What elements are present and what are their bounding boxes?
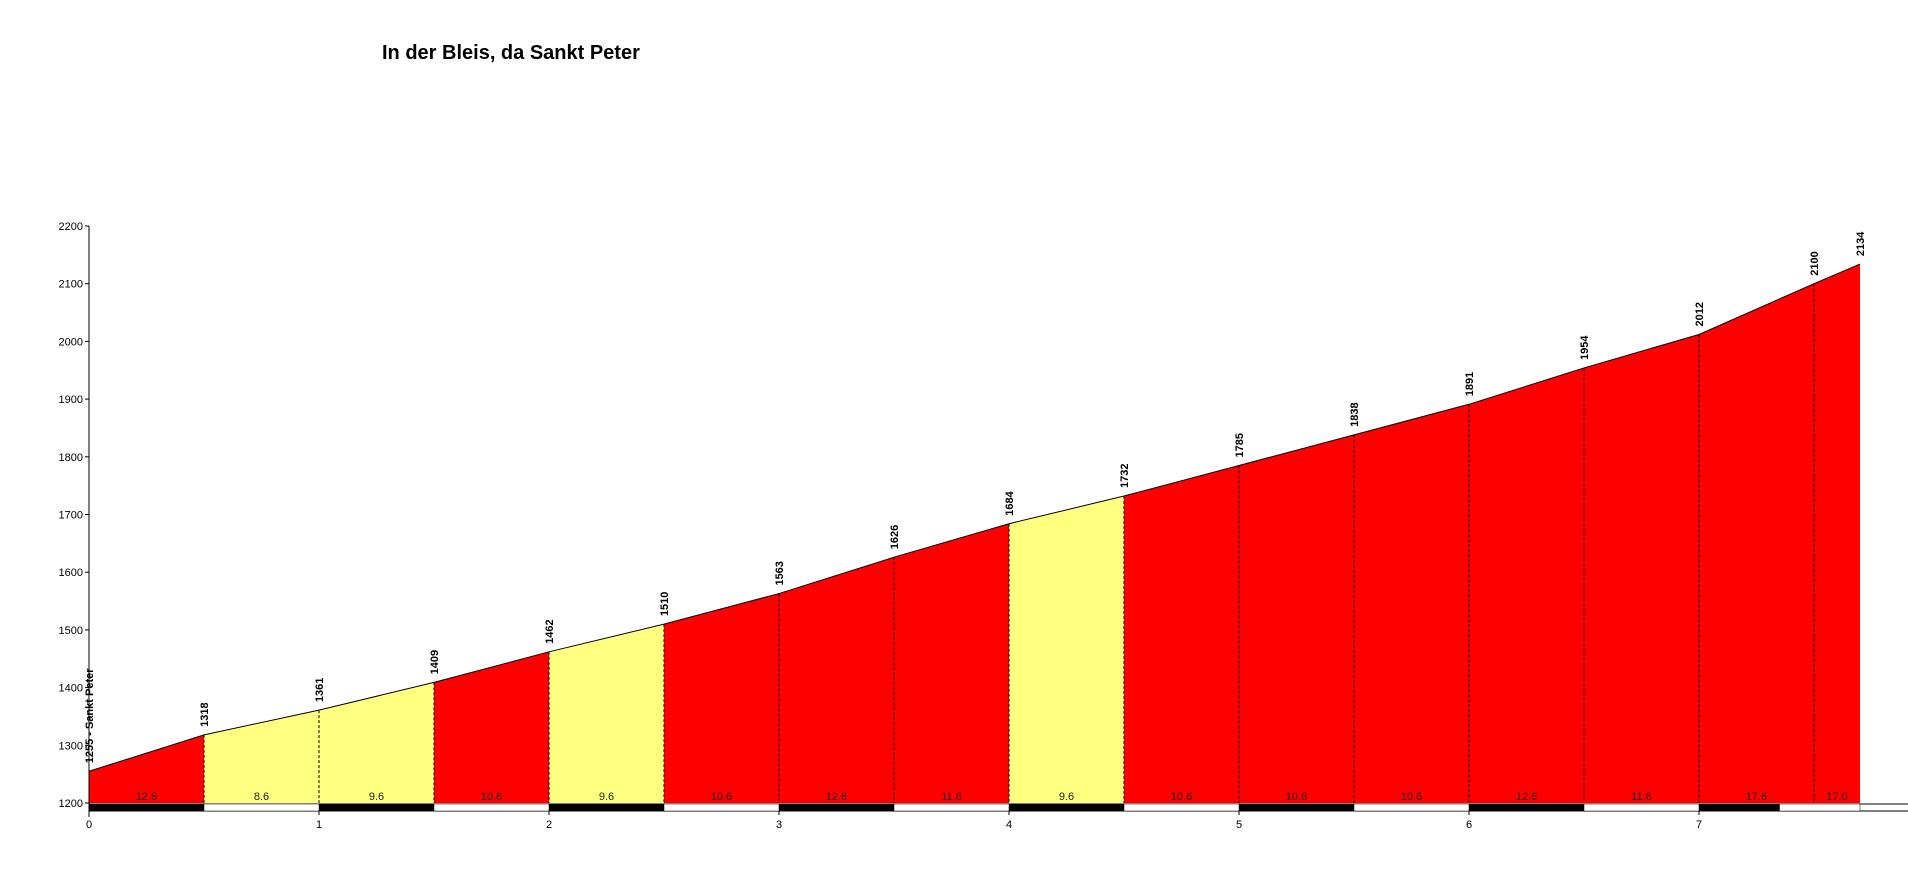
- segment-fill-6: [779, 557, 894, 803]
- elevation-label-1: 1318: [199, 702, 211, 726]
- y-tick-label-1400: 1400: [59, 683, 83, 695]
- km-bar-dark-1: [319, 804, 434, 811]
- grade-label-13: 11.6: [1631, 791, 1652, 803]
- segment-fill-5: [664, 593, 779, 803]
- grade-label-15: 17.0: [1826, 791, 1847, 803]
- elevation-labels: 1255 - Sankt Peter 1318 1361 1409 1462 1510 15…: [84, 231, 1867, 764]
- x-tick-label-4: 4: [1006, 819, 1012, 831]
- km-bar-dark-3: [779, 804, 894, 811]
- segment-fill-12: [1469, 367, 1584, 803]
- elevation-label-12: 1891: [1464, 372, 1476, 396]
- km-bar-dark-6: [1469, 804, 1584, 811]
- grade-label-7: 11.6: [941, 791, 962, 803]
- segment-fill-0: [89, 734, 204, 803]
- segment-dividers: [203, 283, 1815, 803]
- km-bar-dark-5: [1239, 804, 1354, 811]
- x-tick-label-6: 6: [1466, 819, 1472, 831]
- elevation-label-13: 1954: [1579, 335, 1591, 360]
- elevation-label-2: 1361: [314, 678, 326, 702]
- km-bar-dark-7: [1699, 804, 1780, 811]
- elevation-label-0: 1255 - Sankt Peter: [84, 668, 96, 763]
- elevation-label-4: 1462: [544, 619, 556, 643]
- segment-fill-8: [1009, 496, 1124, 803]
- km-bar-light-2: [663, 803, 780, 812]
- x-tick-label-1: 1: [316, 819, 322, 831]
- chart-title: In der Bleis, da Sankt Peter: [382, 42, 640, 64]
- y-tick-label-1900: 1900: [59, 394, 83, 406]
- y-tick-label-2000: 2000: [59, 336, 83, 348]
- segment-fill-1: [204, 710, 319, 803]
- elevation-label-5: 1510: [659, 592, 671, 616]
- grade-label-11: 10.6: [1401, 791, 1422, 803]
- segment-fill-11: [1354, 404, 1469, 803]
- segment-fill-3: [434, 651, 549, 803]
- segment-fill-15: [1814, 264, 1860, 803]
- elevation-label-11: 1838: [1349, 402, 1361, 426]
- segment-fill-2: [319, 682, 434, 803]
- km-bar-light-7: [1779, 803, 1861, 812]
- km-bar-dark-0: [89, 804, 204, 811]
- grade-label-2: 9.6: [369, 791, 384, 803]
- km-bar-light-4: [1123, 803, 1240, 812]
- km-bar-dark-4: [1009, 804, 1124, 811]
- segment-fill-14: [1699, 283, 1814, 803]
- elevation-label-6: 1563: [774, 561, 786, 585]
- grade-label-5: 10.6: [711, 791, 732, 803]
- grade-label-1: 8.6: [254, 791, 269, 803]
- x-tick-label-0: 0: [86, 819, 92, 831]
- y-tick-label-2100: 2100: [59, 279, 83, 291]
- km-scale-bar: [89, 803, 1861, 812]
- grade-label-9: 10.6: [1171, 791, 1192, 803]
- gradient-segments: [89, 264, 1860, 803]
- profile-outline: [88, 263, 1861, 772]
- elevation-label-16: 2134: [1855, 231, 1867, 256]
- elevation-label-14: 2012: [1694, 302, 1706, 326]
- grade-label-3: 10.6: [481, 791, 502, 803]
- km-bar-light-3: [893, 803, 1010, 812]
- elevation-label-15: 2100: [1809, 251, 1821, 275]
- profile-line: [88, 263, 1861, 772]
- y-tick-label-1600: 1600: [59, 567, 83, 579]
- grade-labels: 12.6 8.6 9.6 10.6 9.6 10.6 12.6 11.6 9.6 10.6 10.6…: [136, 791, 1848, 803]
- km-bar-light-0: [203, 803, 320, 812]
- y-tick-label-1500: 1500: [59, 625, 83, 637]
- elevation-label-7: 1626: [889, 525, 901, 549]
- km-bar-light-1: [433, 803, 550, 812]
- y-tick-label-2200: 2200: [59, 221, 83, 233]
- segment-fill-10: [1239, 434, 1354, 803]
- elevation-label-10: 1785: [1234, 433, 1246, 457]
- km-bar-light-5: [1353, 803, 1470, 812]
- x-tick-label-7: 7: [1696, 819, 1702, 831]
- km-bar-light-6: [1583, 803, 1700, 812]
- x-tick-label-3: 3: [776, 819, 782, 831]
- x-tick-label-5: 5: [1236, 819, 1242, 831]
- grade-label-10: 10.6: [1286, 791, 1307, 803]
- y-tick-label-1700: 1700: [59, 510, 83, 522]
- y-tick-label-1200: 1200: [59, 798, 83, 810]
- y-tick-label-1800: 1800: [59, 452, 83, 464]
- segment-fill-4: [549, 624, 664, 803]
- elevation-label-9: 1732: [1119, 464, 1131, 488]
- y-tick-label-1300: 1300: [59, 740, 83, 752]
- grade-label-14: 17.6: [1746, 791, 1767, 803]
- segment-fill-9: [1124, 465, 1239, 803]
- km-bar-dark-2: [549, 804, 664, 811]
- grade-label-8: 9.6: [1059, 791, 1074, 803]
- grade-label-12: 12.6: [1516, 791, 1537, 803]
- grade-label-0: 12.6: [136, 791, 157, 803]
- x-tick-label-2: 2: [546, 819, 552, 831]
- elevation-label-3: 1409: [429, 650, 441, 674]
- grade-label-4: 9.6: [599, 791, 614, 803]
- segment-fill-7: [894, 523, 1009, 803]
- elevation-label-8: 1684: [1004, 490, 1016, 515]
- segment-fill-13: [1584, 334, 1699, 803]
- grade-label-6: 12.6: [826, 791, 847, 803]
